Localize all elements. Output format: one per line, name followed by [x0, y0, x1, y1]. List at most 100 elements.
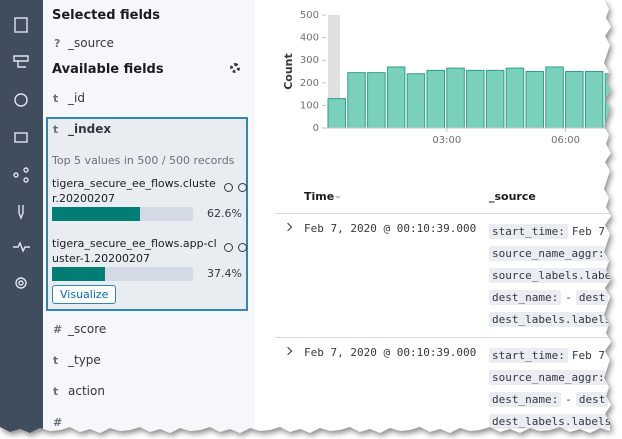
- value-label: tigera_secure_ee_flows.app-cluster-1.202…: [52, 237, 217, 265]
- source-value: -: [612, 370, 616, 385]
- source-key: dest: [575, 392, 609, 407]
- bar: [604, 73, 611, 129]
- y-tick-label: 100: [300, 100, 319, 111]
- bar: [347, 72, 366, 129]
- icon-monitoring[interactable]: [13, 241, 30, 253]
- source-key: start_time:: [489, 348, 568, 363]
- y-tick-label: 200: [300, 78, 319, 89]
- y-tick-label: 400: [300, 33, 319, 44]
- bar: [426, 69, 445, 129]
- field-type: t: [53, 92, 59, 105]
- source-key: dest_name:: [489, 392, 562, 407]
- source-key: dest_labels.labels: [489, 312, 611, 327]
- zoom-out[interactable]: [238, 243, 247, 252]
- doc-table: Time _source Feb 7, 2020 @ 00:10:39.000 sta…: [255, 180, 616, 433]
- field-type: ?: [54, 37, 61, 50]
- field-name[interactable]: _source: [68, 36, 114, 50]
- value-bar: [52, 267, 105, 281]
- nav-sidebar: [0, 0, 43, 433]
- value-bar-track: [52, 267, 193, 281]
- settings-gear[interactable]: [230, 63, 240, 73]
- visualize-button[interactable]: Visualize: [52, 285, 117, 304]
- source-value: Feb 7: [571, 349, 605, 362]
- icon-dev[interactable]: [18, 205, 24, 220]
- value-bar-track: [52, 207, 193, 221]
- field-name[interactable]: _index: [68, 122, 112, 136]
- top-values-summary: Top 5 values in 500 / 500 records: [52, 154, 235, 167]
- source-key: dest_name:: [489, 290, 562, 305]
- expand-chevron[interactable]: [283, 222, 293, 232]
- source-value: -: [565, 393, 572, 406]
- bar: [386, 66, 406, 129]
- value-label: tigera_secure_ee_flows.cluster.20200207: [52, 177, 216, 205]
- field-name[interactable]: _score: [68, 322, 107, 336]
- source-line: source_labels.labels: [489, 268, 611, 283]
- bar: [525, 71, 544, 129]
- icon-canvas[interactable]: [14, 132, 28, 143]
- row-time: Feb 7, 2020 @ 00:10:39.000: [304, 346, 477, 359]
- zoom-in[interactable]: [224, 243, 233, 252]
- field-name[interactable]: _type: [68, 353, 101, 367]
- histogram: 0 100 200 300 400 500 Count 03:00 06:00: [282, 10, 611, 146]
- y-tick-label: 300: [300, 55, 319, 66]
- x-tick-label: 06:00: [551, 135, 580, 146]
- icon-discover[interactable]: [14, 17, 28, 33]
- icon-dashboard[interactable]: [14, 93, 28, 107]
- source-line: dest_labels.labels: [489, 414, 611, 429]
- source-key: dest: [575, 290, 609, 305]
- column-header: _source: [489, 190, 536, 203]
- field-type: t: [53, 123, 59, 136]
- y-tick-label: 0: [313, 123, 319, 134]
- icon-settings[interactable]: [15, 277, 27, 289]
- source-line: dest_name: - dest: [489, 290, 609, 305]
- value-percent: 37.4%: [207, 267, 242, 280]
- nav-icons: [13, 17, 30, 289]
- available-title: Available fields: [52, 62, 164, 77]
- y-tick-label: 500: [300, 10, 319, 21]
- icon-visualize[interactable]: [13, 55, 29, 68]
- value-percent: 62.6%: [207, 207, 242, 220]
- source-line: source_name_aggr:-: [489, 370, 616, 385]
- bar: [327, 98, 346, 129]
- x-tick-label: 03:00: [432, 135, 461, 146]
- field-type: t: [53, 354, 59, 367]
- source-value: Feb 7: [571, 225, 605, 238]
- index-details: Top 5 values in 500 / 500 records tigera_…: [46, 117, 248, 311]
- y-axis-title: Count: [282, 53, 295, 90]
- source-value: -: [565, 291, 572, 304]
- bar: [367, 72, 386, 129]
- source-key: source_name_aggr:: [489, 246, 608, 261]
- column-header[interactable]: Time: [304, 190, 335, 203]
- field-type: #: [53, 323, 63, 336]
- selected-title: Selected fields: [52, 8, 160, 23]
- source-key: source_name_aggr:: [489, 370, 608, 385]
- zoom-in[interactable]: [224, 183, 233, 192]
- icon-graph[interactable]: [13, 172, 19, 178]
- field-name[interactable]: action: [68, 384, 105, 398]
- field-type: #: [53, 416, 63, 429]
- source-key: source_labels.labels: [489, 268, 611, 283]
- bar: [505, 67, 525, 129]
- field-name[interactable]: _id: [68, 91, 85, 105]
- source-key: start_time:: [489, 224, 568, 239]
- source-key: dest_labels.labels: [489, 414, 611, 429]
- expand-chevron[interactable]: [283, 346, 293, 356]
- source-line: dest_name: - dest: [489, 392, 609, 407]
- sort-arrow[interactable]: [335, 196, 341, 202]
- zoom-out[interactable]: [238, 183, 247, 192]
- bar: [466, 69, 485, 129]
- bar: [565, 71, 584, 129]
- bar: [545, 66, 564, 129]
- bar: [406, 73, 426, 129]
- source-value: -: [612, 246, 616, 261]
- bar: [485, 69, 505, 129]
- source-line: start_time: Feb 7: [489, 348, 605, 363]
- bar: [446, 67, 465, 129]
- value-bar: [52, 207, 141, 221]
- source-line: dest_labels.labels: [489, 312, 611, 327]
- source-line: source_name_aggr:-: [489, 246, 616, 261]
- header-rule: [275, 213, 611, 214]
